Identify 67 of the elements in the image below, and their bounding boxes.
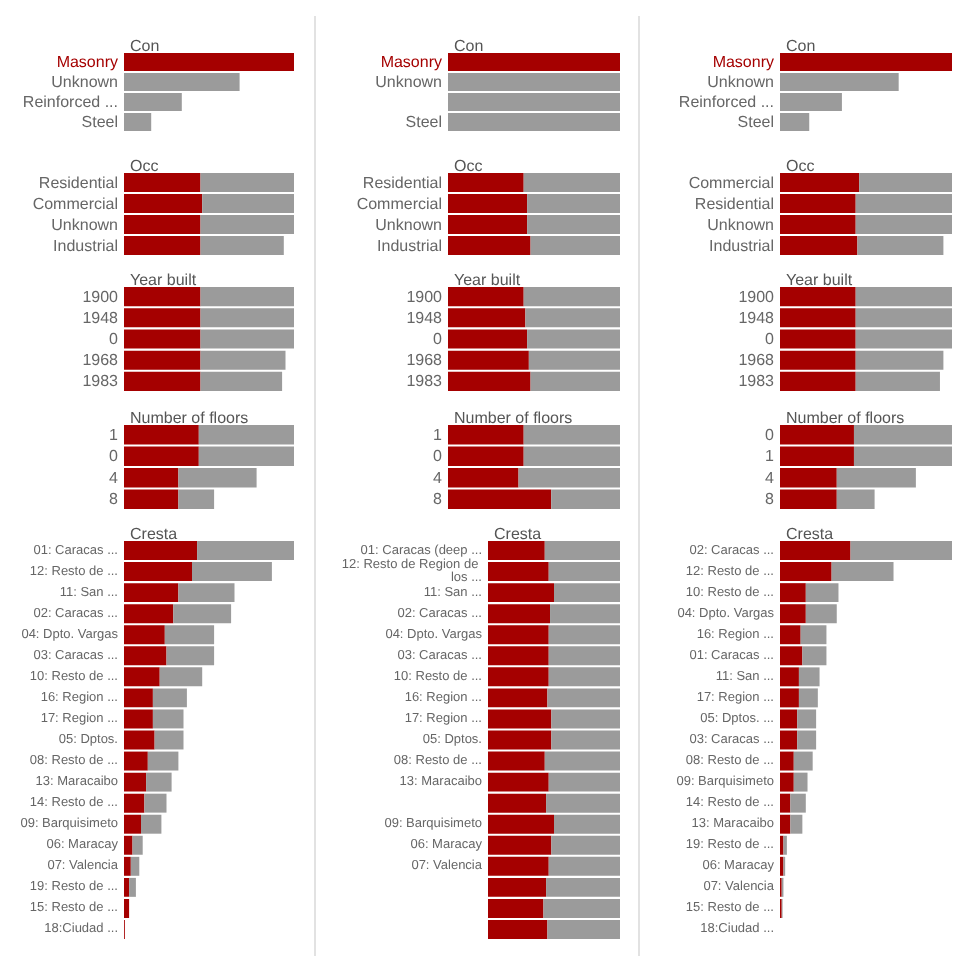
y-tick-label: Reinforced ... <box>678 93 774 111</box>
bar <box>780 53 952 71</box>
y-tick-label: 1 <box>433 425 444 444</box>
y-tick-label: Unknown <box>51 73 118 91</box>
y-tick-label: 1983 <box>406 372 444 391</box>
y-tick-label: 1968 <box>406 351 444 370</box>
y-tick-label: Unknown <box>707 73 774 91</box>
y-tick-label: Unknown <box>707 215 774 234</box>
chart-title: Cresta <box>786 525 835 543</box>
chart-title: Number of floors <box>786 409 905 427</box>
y-tick-label: Commercial <box>356 194 443 213</box>
y-tick-label: 1948 <box>738 308 776 327</box>
y-tick-label: 1968 <box>82 351 120 370</box>
y-tick-label: Steel <box>81 113 119 131</box>
y-tick-label: Unknown <box>51 215 118 234</box>
y-tick-label: Residential <box>362 173 443 192</box>
y-tick-label: 0 <box>433 330 444 348</box>
chart-title: Con <box>130 37 160 55</box>
chart-title: Cresta <box>130 525 179 543</box>
y-tick-label: Masonry <box>712 53 774 71</box>
y-tick-label: 1948 <box>82 308 120 327</box>
chart-title: Con <box>454 37 484 55</box>
chart-title: Occ <box>454 157 483 175</box>
y-tick-label: Industrial <box>709 236 775 255</box>
y-tick-label: 1900 <box>82 287 120 306</box>
y-tick-label: 1983 <box>82 372 120 391</box>
y-tick-label: 8 <box>765 490 776 509</box>
y-tick-label: Steel <box>737 113 775 131</box>
y-tick-label: Industrial <box>377 236 443 255</box>
chart-title: Cresta <box>494 525 543 543</box>
y-tick-label: 4 <box>765 468 776 487</box>
chart-title: Occ <box>130 157 159 175</box>
y-tick-label: Commercial <box>32 194 119 213</box>
y-tick-label: Unknown <box>375 73 442 91</box>
y-tick-label: 0 <box>765 425 776 444</box>
y-tick-label: Residential <box>38 173 119 192</box>
y-tick-label: Unknown <box>375 215 442 234</box>
bar <box>124 53 294 71</box>
y-tick-label: 4 <box>433 468 444 487</box>
y-tick-label: 8 <box>109 490 120 509</box>
y-tick-label: 1 <box>109 425 120 444</box>
y-tick-label: 1900 <box>738 287 776 306</box>
y-tick-label: Masonry <box>380 53 442 71</box>
chart-title: Number of floors <box>454 409 573 427</box>
y-tick-label: 1983 <box>738 372 776 391</box>
y-tick-label: Commercial <box>688 173 775 192</box>
y-tick-label: 1968 <box>738 351 776 370</box>
y-tick-label: 1 <box>765 447 776 466</box>
y-tick-label: Industrial <box>53 236 119 255</box>
y-tick-label: Reinforced ... <box>22 93 118 111</box>
y-tick-label: 1900 <box>406 287 444 306</box>
y-tick-label: 0 <box>109 330 120 348</box>
y-tick-label: Residential <box>694 194 775 213</box>
y-tick-label: 4 <box>109 468 120 487</box>
y-tick-label: 0 <box>433 447 444 466</box>
y-tick-label: 8 <box>433 490 444 509</box>
chart-title: Occ <box>786 157 815 175</box>
y-tick-label: 1948 <box>406 308 444 327</box>
y-tick-label: 0 <box>109 447 120 466</box>
y-tick-label: 0 <box>765 330 776 348</box>
chart-title: Year built <box>786 271 854 289</box>
chart-title: Number of floors <box>130 409 249 427</box>
y-tick-label: Steel <box>405 113 443 131</box>
chart-title: Con <box>786 37 816 55</box>
y-tick-label: Masonry <box>56 53 118 71</box>
chart-title: Year built <box>130 271 198 289</box>
chart-title: Year built <box>454 271 522 289</box>
